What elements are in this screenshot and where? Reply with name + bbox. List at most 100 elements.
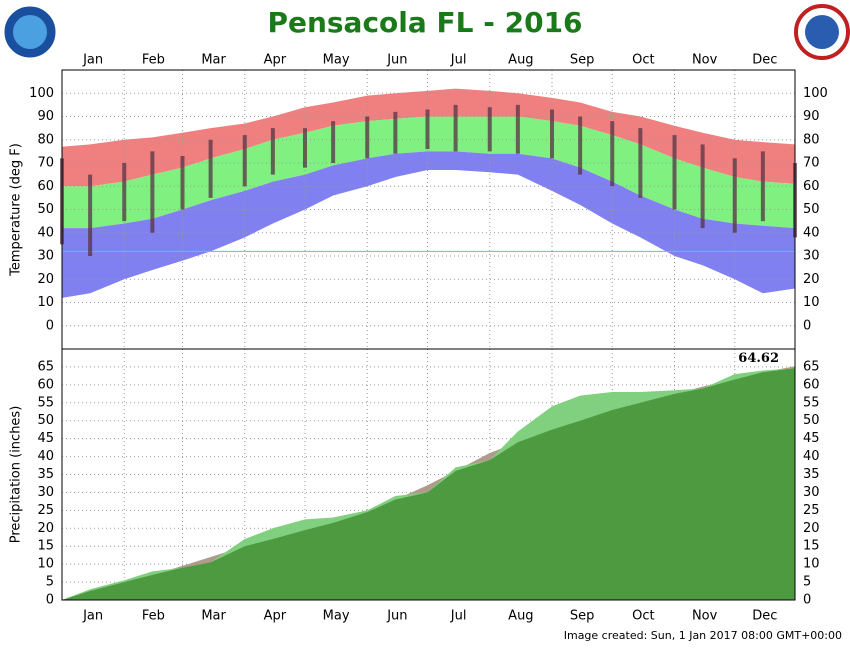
noaa-logo — [1, 3, 59, 61]
y-tick-label: 70 — [37, 156, 54, 171]
y-tick-label-right: 10 — [803, 557, 820, 572]
record-low-band — [62, 151, 795, 298]
x-tick-label: Jan — [82, 53, 103, 68]
y-tick-label: 30 — [37, 249, 54, 264]
y-tick-label-right: 0 — [803, 318, 811, 333]
daily-range-bar — [672, 135, 677, 210]
x-tick-label: May — [323, 53, 350, 68]
y-tick-label-right: 30 — [803, 485, 820, 500]
x-tick-label: Feb — [142, 53, 165, 68]
daily-range-bar — [760, 151, 765, 222]
y-tick-label: 20 — [37, 272, 54, 287]
y-tick-label-right: 25 — [803, 503, 820, 518]
y-tick-label: 25 — [37, 503, 54, 518]
y-tick-label: 40 — [37, 225, 54, 240]
y-tick-label-right: 80 — [803, 132, 820, 147]
y-tick-label: 40 — [37, 449, 54, 464]
daily-range-bar — [610, 121, 615, 187]
x-tick-label: Jul — [450, 609, 467, 624]
daily-range-bar — [88, 174, 93, 256]
daily-range-bar — [150, 151, 155, 233]
x-tick-label: Aug — [508, 609, 533, 624]
y-tick-label-right: 35 — [803, 467, 820, 482]
daily-range-bar — [242, 135, 247, 187]
x-tick-label: Jul — [450, 53, 467, 68]
y-tick-label: 80 — [37, 132, 54, 147]
x-tick-label: Feb — [142, 609, 165, 624]
y-tick-label-right: 20 — [803, 272, 820, 287]
x-tick-label: Aug — [508, 53, 533, 68]
y-tick-label-right: 10 — [803, 295, 820, 310]
daily-range-bar — [393, 111, 398, 154]
daily-range-bar — [180, 156, 185, 210]
x-tick-label: Dec — [752, 53, 777, 68]
daily-range-bar — [515, 104, 520, 154]
x-tick-label: Jun — [386, 53, 407, 68]
y-tick-label: 10 — [37, 295, 54, 310]
y-tick-label: 0 — [46, 318, 54, 333]
y-axis-label: Precipitation (inches) — [9, 406, 24, 544]
daily-range-bar — [487, 107, 492, 152]
y-tick-label: 35 — [37, 467, 54, 482]
daily-range-bar — [425, 109, 430, 150]
y-tick-label: 5 — [46, 575, 54, 590]
y-tick-label-right: 15 — [803, 539, 820, 554]
y-tick-label-right: 100 — [803, 86, 828, 101]
daily-range-bar — [302, 128, 307, 168]
daily-range-bar — [453, 104, 458, 152]
daily-range-bar — [700, 144, 705, 229]
y-tick-label: 20 — [37, 521, 54, 536]
daily-range-bar — [638, 128, 643, 198]
y-tick-label: 60 — [37, 377, 54, 392]
x-tick-label: Apr — [264, 53, 287, 68]
y-tick-label: 10 — [37, 557, 54, 572]
y-tick-label: 55 — [37, 395, 54, 410]
y-tick-label: 90 — [37, 109, 54, 124]
footer: Image created: Sun, 1 Jan 2017 08:00 GMT… — [564, 629, 842, 642]
y-tick-label: 0 — [46, 593, 54, 608]
daily-range-bar — [122, 163, 127, 222]
overlap-precip-area — [62, 368, 795, 600]
x-tick-label: Oct — [632, 53, 654, 68]
x-tick-label: Oct — [632, 609, 654, 624]
x-tick-label: Nov — [692, 609, 718, 624]
x-tick-label: Jan — [82, 609, 103, 624]
y-tick-label-right: 0 — [803, 593, 811, 608]
x-tick-label: Nov — [692, 53, 718, 68]
plot-frame — [61, 348, 796, 601]
x-tick-label: Jun — [386, 609, 407, 624]
y-tick-label: 50 — [37, 202, 54, 217]
chart-title: Pensacola FL - 2016 — [267, 6, 582, 39]
y-tick-label: 50 — [37, 413, 54, 428]
daily-range-bar — [365, 116, 370, 159]
y-tick-label-right: 65 — [803, 359, 820, 374]
y-tick-label: 60 — [37, 179, 54, 194]
y-tick-label-right: 45 — [803, 431, 820, 446]
y-tick-label: 65 — [37, 359, 54, 374]
x-tick-label: Mar — [201, 53, 226, 68]
x-tick-label: May — [323, 609, 350, 624]
y-tick-label-right: 70 — [803, 156, 820, 171]
y-tick-label-right: 50 — [803, 413, 820, 428]
daily-range-bar — [270, 128, 275, 175]
x-tick-label: Dec — [752, 609, 777, 624]
x-tick-label: Sep — [570, 609, 595, 624]
y-tick-label-right: 30 — [803, 249, 820, 264]
total-label: 64.62 — [738, 351, 779, 366]
record-high-band — [62, 88, 795, 187]
nws-logo — [794, 4, 850, 60]
y-tick-label: 30 — [37, 485, 54, 500]
y-tick-label-right: 90 — [803, 109, 820, 124]
x-tick-label: Apr — [264, 609, 287, 624]
y-tick-label-right: 40 — [803, 225, 820, 240]
daily-range-bar — [550, 109, 555, 159]
y-axis-label: Temperature (deg F) — [9, 143, 24, 277]
daily-range-bar — [732, 158, 737, 233]
y-tick-label: 100 — [29, 86, 54, 101]
y-tick-label-right: 40 — [803, 449, 820, 464]
y-tick-label-right: 60 — [803, 377, 820, 392]
y-tick-label: 45 — [37, 431, 54, 446]
daily-range-bar — [208, 139, 213, 198]
daily-range-bar — [331, 121, 336, 163]
